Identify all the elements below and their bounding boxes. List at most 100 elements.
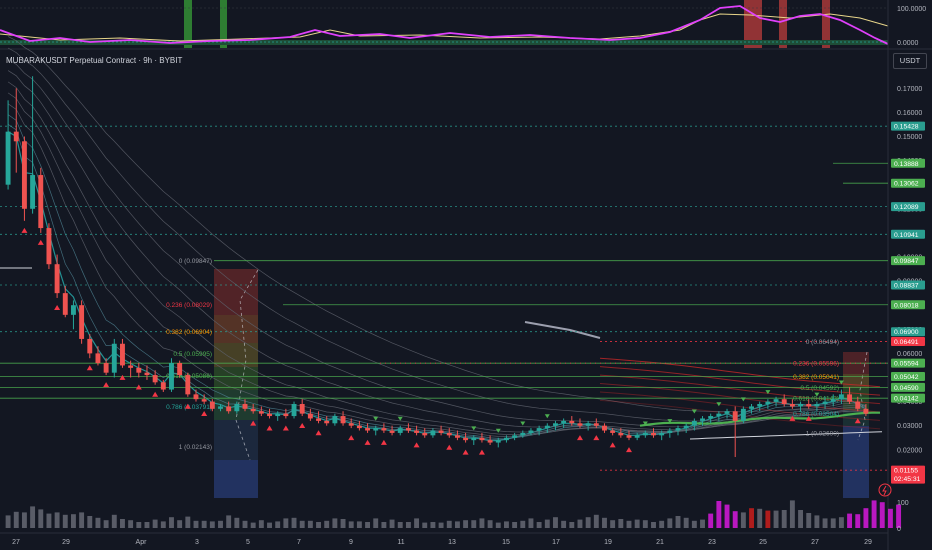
candle-body [226, 406, 232, 412]
sell-triangle [250, 420, 257, 426]
price-tag-text: 0.05042 [894, 374, 919, 381]
volume-bar [324, 520, 330, 528]
time-tick: 19 [604, 539, 612, 546]
sell-triangle [54, 304, 61, 310]
candle-body [54, 264, 60, 294]
price-tag: 0.06491 [891, 337, 925, 347]
volume-bar [789, 500, 795, 528]
candle-body [136, 367, 142, 373]
trend-curve [599, 366, 881, 396]
volume-bar [446, 520, 452, 528]
candle-body [577, 423, 583, 426]
price-tag: 0.13888 [891, 158, 925, 168]
volume-bar [177, 520, 183, 528]
buy-triangle [838, 380, 844, 385]
candle [724, 408, 730, 419]
candle [381, 423, 387, 433]
volume-bars: 100 0 [5, 500, 909, 533]
oscillator-tick: 100.0000 [897, 6, 926, 13]
volume-bar [283, 518, 289, 528]
candle [389, 425, 395, 436]
candle-body [463, 437, 469, 441]
ema-ribbon [7, 36, 883, 442]
volume-bar [332, 518, 338, 528]
candle [111, 338, 117, 378]
time-axis[interactable]: 27 29 Apr 3 5 7 9 11 13 15 17 19 21 23 25 27 29 [0, 532, 888, 546]
ema-line [7, 131, 867, 442]
candle-body [610, 430, 616, 433]
price-labels: 0.15428 0.13888 0.13062 0.12089 0.10941 0.098… [891, 121, 925, 484]
candle [765, 399, 771, 409]
candle-body [87, 338, 93, 354]
price-tick: 0.06000 [897, 351, 922, 358]
volume-bar [659, 520, 665, 528]
sell-triangle [21, 227, 28, 233]
candle-body [422, 432, 428, 436]
candle [495, 437, 501, 448]
candle-body [553, 423, 558, 426]
sell-triangle [854, 418, 861, 424]
candle [847, 387, 853, 405]
volume-bar [732, 511, 738, 528]
candle-body [740, 408, 746, 421]
candle-body [185, 375, 191, 395]
candle-body [275, 413, 281, 417]
volume-bar [397, 522, 403, 528]
volume-bar [5, 515, 11, 528]
sell-triangle [789, 415, 796, 421]
candle-body [291, 404, 297, 417]
volume-bar [896, 504, 902, 528]
sell-triangle [380, 439, 387, 445]
candle-body [642, 432, 648, 436]
volume-bar [887, 508, 893, 528]
candle-body [430, 430, 436, 436]
candle-body [651, 432, 656, 436]
fib-label: 1 (0.02690) [806, 431, 839, 438]
buy-triangle [667, 419, 673, 424]
candle-body [128, 365, 134, 368]
candle [675, 425, 681, 436]
curve-head [524, 321, 601, 339]
lightning-icon[interactable] [878, 483, 892, 497]
fib-label: 0 (0.06494) [806, 339, 839, 346]
candle-body [830, 399, 836, 402]
candle [822, 396, 828, 409]
candle-body [46, 228, 52, 265]
volume-bar [544, 519, 550, 528]
price-tag: 0.05042 [891, 371, 925, 381]
candle-body [348, 423, 354, 426]
ema-line [7, 59, 866, 428]
volume-bar [226, 515, 232, 528]
candle [667, 428, 673, 438]
candle-body [708, 416, 714, 419]
candle-body [675, 428, 681, 431]
volume-bar [414, 518, 420, 528]
price-tag-bg [891, 280, 925, 290]
candle-body [201, 399, 207, 402]
volume-bar [806, 513, 812, 528]
time-tick: 27 [811, 539, 819, 546]
fib-label: 0 (0.09847) [179, 258, 212, 265]
volume-bar [365, 522, 371, 528]
sell-triangle [593, 435, 600, 441]
oscillator-axis: 100.0000 0.0000 [897, 6, 926, 47]
candle [226, 401, 232, 414]
candle-body [528, 430, 534, 433]
candle-body [626, 435, 632, 438]
countdown-text: 02:45:31 [894, 476, 921, 483]
sell-triangle [576, 435, 583, 441]
candle-body [381, 428, 387, 431]
candle-body [495, 440, 501, 443]
buy-triangle [495, 428, 501, 433]
candle [610, 428, 616, 436]
candle-body [397, 428, 403, 433]
candle [13, 88, 19, 173]
volume-bar [169, 517, 174, 528]
sell-triangle [86, 365, 93, 371]
ema-line [7, 124, 867, 441]
currency-button[interactable]: USDT [893, 53, 927, 69]
candle [561, 418, 567, 429]
candle [446, 428, 452, 438]
